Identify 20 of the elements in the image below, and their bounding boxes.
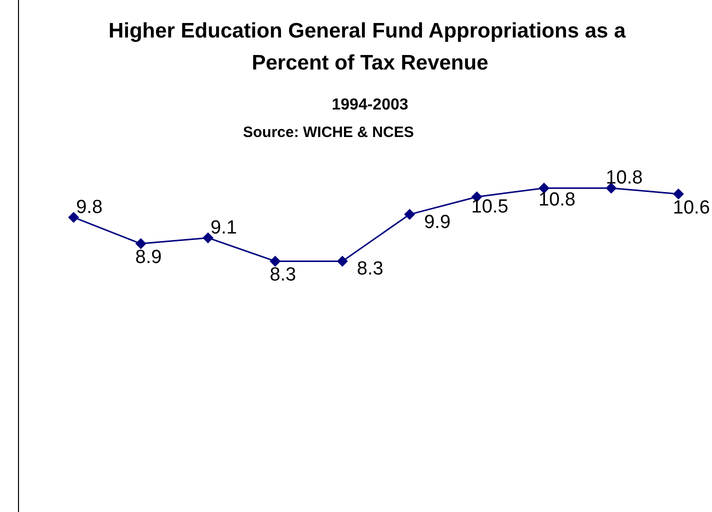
data-label: 10.8: [538, 190, 576, 211]
point: [270, 256, 281, 267]
point: [202, 232, 214, 244]
chart-subtitle: 1994-2003: [332, 96, 408, 114]
point: [68, 212, 80, 223]
data-label: 10.6: [672, 197, 710, 218]
data-label: 8.9: [135, 247, 162, 268]
point: [135, 238, 146, 250]
chart-title: Higher Education General Fund Appropriations as a Percent of Tax Revenue: [108, 20, 632, 74]
data-label: 10.5: [471, 196, 508, 218]
data-label: 9.8: [76, 196, 103, 218]
data-label: 9.9: [424, 212, 451, 233]
point: [404, 208, 416, 220]
point: [336, 256, 348, 267]
source-note: Source: WICHE & NCES: [243, 124, 414, 141]
data-label: 9.1: [210, 217, 237, 238]
data-label: 8.3: [270, 264, 296, 286]
data-label: 10.8: [606, 168, 643, 189]
data-label: 8.3: [356, 258, 384, 280]
point: [672, 188, 684, 200]
